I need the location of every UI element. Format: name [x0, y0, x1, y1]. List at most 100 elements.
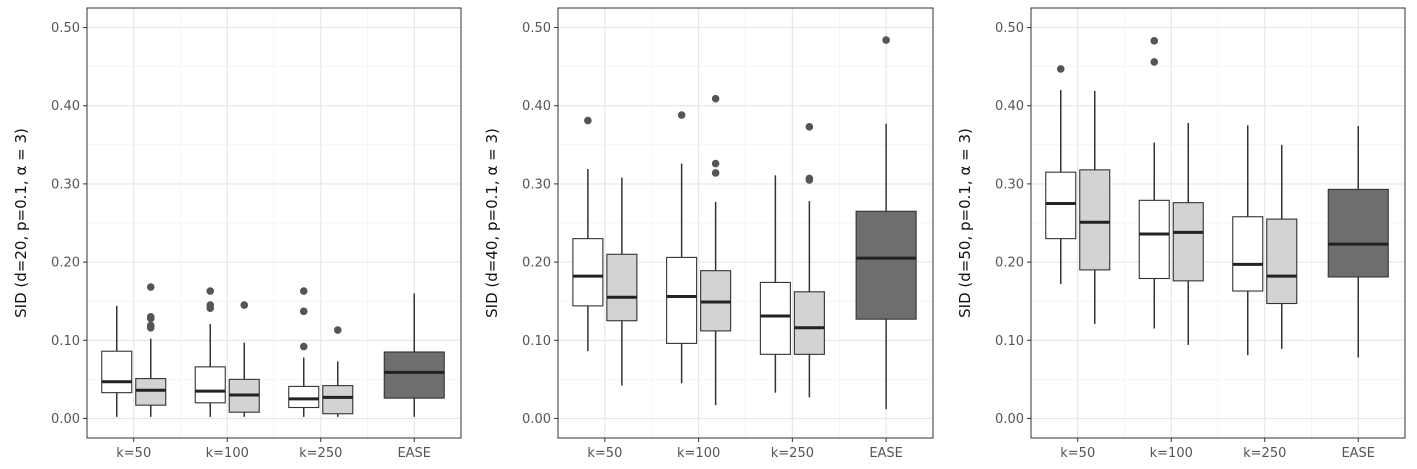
box-EASE-ease — [383, 293, 445, 417]
x-tick-label: k=50 — [587, 446, 622, 461]
outlier-point — [299, 287, 308, 295]
box-iqr — [322, 385, 354, 415]
box-k100-grey — [700, 94, 732, 406]
outlier-point — [805, 123, 814, 131]
box-k50-white — [1045, 65, 1077, 284]
y-tick-label: 0.00 — [51, 412, 80, 427]
box-k100-white — [666, 111, 698, 384]
y-axis-title: SID (d=50, p=0.1, α = 3) — [956, 128, 974, 318]
box-iqr — [759, 281, 791, 355]
outlier-point — [711, 94, 720, 103]
y-tick-label: 0.40 — [995, 99, 1024, 114]
box-iqr — [1138, 199, 1170, 280]
box-iqr — [1327, 188, 1389, 278]
box-iqr — [135, 378, 167, 406]
y-tick-label: 0.10 — [995, 334, 1024, 349]
box-k250-grey — [322, 326, 354, 417]
box-k250-white — [1232, 125, 1264, 356]
outlier-point — [299, 342, 308, 351]
outlier-point — [711, 159, 720, 168]
box-iqr — [101, 350, 133, 394]
box-iqr — [855, 210, 917, 320]
x-tick-label: k=50 — [116, 446, 151, 461]
y-tick-label: 0.30 — [522, 177, 551, 192]
panel-d50: 0.00 0.10 0.20 0.30 0.40 0.50 k=50 k=100 k=250 EA… — [956, 7, 1406, 461]
outlier-point — [882, 36, 890, 44]
y-tick-label: 0.40 — [51, 99, 80, 114]
box-k250-grey — [1266, 144, 1298, 349]
box-k250-grey — [793, 123, 825, 398]
x-tick-label: k=100 — [1150, 446, 1193, 461]
box-k50-white — [101, 305, 133, 417]
panel-d20: 0.00 0.10 0.20 0.30 0.40 0.50 k=50 k=100 k=250 EA… — [12, 7, 462, 461]
y-tick-label: 0.00 — [522, 412, 551, 427]
outlier-point — [677, 111, 686, 119]
y-tick-label: 0.20 — [995, 256, 1024, 271]
box-k100-white — [1138, 37, 1170, 329]
x-tick-label: EASE — [869, 446, 903, 461]
box-iqr — [1172, 202, 1204, 282]
box-k100-grey — [1172, 122, 1204, 345]
y-tick-label: 0.30 — [995, 177, 1024, 192]
outlier-point — [1056, 65, 1065, 73]
x-tick-label: k=250 — [771, 446, 814, 461]
y-tick-label: 0.50 — [51, 21, 80, 36]
y-axis-title: SID (d=20, p=0.1, α = 3) — [12, 128, 30, 318]
x-tick-label: k=50 — [1060, 446, 1095, 461]
box-k50-grey — [1079, 90, 1111, 324]
outlier-point — [333, 326, 342, 334]
y-tick-label: 0.10 — [51, 334, 80, 349]
x-tick-label: EASE — [1341, 446, 1375, 461]
outlier-point — [240, 301, 249, 309]
box-k250-white — [759, 175, 791, 393]
panel-border — [557, 7, 934, 439]
y-axis-title: SID (d=40, p=0.1, α = 3) — [483, 128, 501, 318]
box-k100-white — [194, 287, 226, 417]
box-EASE-ease — [1327, 126, 1389, 358]
box-k100-grey — [228, 301, 260, 417]
panel-border — [86, 7, 462, 439]
box-iqr — [666, 256, 698, 344]
y-tick-label: 0.50 — [995, 21, 1024, 36]
outlier-point — [584, 116, 592, 125]
x-tick-label: k=250 — [1243, 446, 1286, 461]
box-iqr — [288, 385, 320, 409]
box-k50-white — [572, 116, 604, 352]
box-k50-grey — [135, 283, 167, 417]
outlier-point — [1150, 58, 1159, 66]
y-tick-label: 0.00 — [995, 412, 1024, 427]
outlier-point — [805, 174, 814, 183]
y-tick-label: 0.20 — [51, 256, 80, 271]
outlier-point — [1150, 37, 1159, 45]
outlier-point — [299, 307, 308, 316]
box-iqr — [572, 238, 604, 307]
x-tick-label: k=100 — [677, 446, 720, 461]
box-iqr — [793, 291, 825, 355]
box-EASE-ease — [855, 36, 917, 410]
box-iqr — [1266, 218, 1298, 305]
box-iqr — [1045, 171, 1077, 240]
panel-border — [1030, 7, 1406, 439]
outlier-point — [206, 301, 215, 309]
x-tick-label: k=100 — [206, 446, 249, 461]
y-tick-label: 0.50 — [522, 21, 551, 36]
box-iqr — [606, 253, 638, 322]
outlier-point — [146, 283, 155, 291]
box-iqr — [383, 351, 445, 399]
x-tick-label: k=250 — [299, 446, 342, 461]
outlier-point — [206, 287, 215, 295]
y-tick-label: 0.10 — [522, 334, 551, 349]
box-k50-grey — [606, 177, 638, 386]
box-iqr — [1232, 216, 1264, 292]
y-tick-label: 0.40 — [522, 99, 551, 114]
box-iqr — [194, 366, 226, 404]
y-tick-label: 0.20 — [522, 256, 551, 271]
outlier-point — [146, 313, 155, 321]
panel-d40: 0.00 0.10 0.20 0.30 0.40 0.50 k=50 k=100 k=250 EA… — [483, 7, 934, 461]
y-tick-label: 0.30 — [51, 177, 80, 192]
outlier-point — [146, 321, 155, 330]
box-k250-white — [288, 287, 320, 417]
x-tick-label: EASE — [397, 446, 431, 461]
outlier-point — [711, 169, 720, 177]
